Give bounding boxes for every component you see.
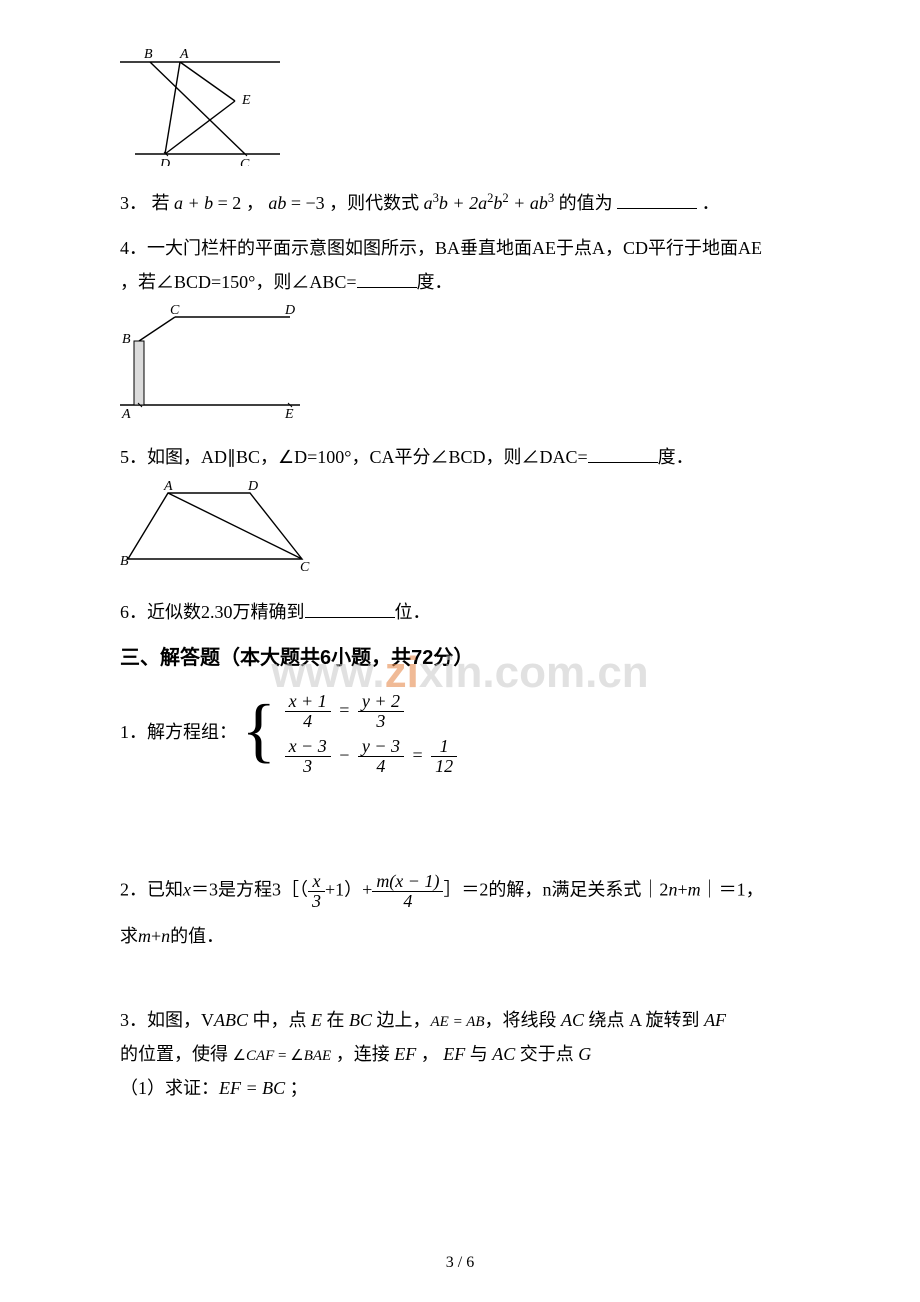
- q4-line1: 一大门栏杆的平面示意图如图所示，BA垂直地面AE于点A，CD平行于地面AE: [147, 238, 762, 258]
- p3-l1c: ，将线段 AC 绕点 A 旋转到 AF: [485, 1010, 727, 1030]
- q5-text-prefix: 如图，AD∥BC，∠D=100°，CA平分∠BCD，则∠DAC=: [147, 447, 588, 467]
- label-D: D: [247, 481, 258, 494]
- p2-number: 2．: [120, 879, 147, 899]
- label-A: A: [179, 47, 189, 62]
- p1-eq1-eq: =: [335, 700, 353, 720]
- p3-number: 3．: [120, 1010, 147, 1030]
- label-A: A: [121, 407, 131, 420]
- q3-number: 3．: [120, 193, 147, 213]
- p3-sub1-eq: EF = BC: [219, 1078, 285, 1098]
- problem-1: 1．解方程组： { x + 14 = y + 23 x − 33 − y − 3…: [120, 686, 800, 782]
- p2-xeq: x＝3: [183, 879, 218, 899]
- p3-l1a: 如图，: [147, 1010, 201, 1030]
- q3-mid1: ，: [246, 193, 269, 213]
- label-C: C: [300, 560, 310, 575]
- p2-line2: 求m+n的值．: [120, 926, 224, 946]
- p3-sub1-label: （1）求证：: [120, 1078, 219, 1098]
- p1-eq2-eq: =: [409, 745, 427, 765]
- section-3-title: 三、解答题（本大题共6小题，共72分）: [120, 640, 800, 676]
- p3-eq2: ∠CAF = ∠BAE: [233, 1048, 332, 1064]
- p1-eq1-rhs-den: 3: [358, 712, 404, 731]
- label-B: B: [144, 47, 153, 62]
- q4-number: 4．: [120, 238, 147, 258]
- p1-label: 解方程组：: [147, 722, 237, 742]
- q3-text-prefix: 若: [152, 193, 175, 213]
- question-6: 6．近似数2.30万精确到 位．: [120, 596, 800, 628]
- triangle-icon: V: [201, 1010, 214, 1030]
- question-5: 5．如图，AD∥BC，∠D=100°，CA平分∠BCD，则∠DAC= 度． A D…: [120, 440, 800, 586]
- q3-suffix: 的值为: [559, 193, 613, 213]
- p1-eq2-a-den: 3: [285, 757, 331, 776]
- q3-mid2: ，则代数式: [329, 193, 424, 213]
- q3-expr1: a + b = 2: [174, 193, 241, 213]
- q4-line2-prefix: ，若∠BCD=150°，则∠ABC=: [120, 272, 357, 292]
- brace-icon: {: [242, 694, 277, 766]
- p2-f1-num: x: [308, 872, 325, 892]
- label-E: E: [241, 93, 251, 108]
- p2-t3: +1）+: [325, 879, 372, 899]
- q3-expr3: a3b + 2a2b2 + ab3: [424, 193, 555, 213]
- q6-blank: [305, 597, 395, 618]
- p1-number: 1．: [120, 722, 147, 742]
- p3-abc: ABC: [214, 1010, 248, 1030]
- p1-eq2-a-num: x − 3: [285, 737, 331, 757]
- p1-eq2-b-num: y − 3: [358, 737, 404, 757]
- label-D: D: [284, 305, 295, 318]
- label-D: D: [159, 157, 170, 166]
- q6-number: 6．: [120, 602, 147, 622]
- label-B: B: [120, 554, 129, 569]
- label-B: B: [122, 332, 131, 347]
- q5-text-suffix: 度．: [658, 447, 694, 467]
- q6-suffix: 位．: [395, 602, 431, 622]
- figure-q5-trapezoid: A D B C: [120, 481, 800, 586]
- q4-line2-suffix: 度．: [417, 272, 453, 292]
- problem-3: 3．如图，VABC 中，点 E 在 BC 边上，AE = AB，将线段 AC 绕…: [120, 1003, 800, 1106]
- p1-eq2-b-den: 4: [358, 757, 404, 776]
- q5-blank: [588, 443, 658, 464]
- q3-blank: [617, 189, 697, 210]
- p2-f2-den: 4: [372, 892, 443, 911]
- p2-t2: 是方程3［（: [218, 879, 308, 899]
- p1-system: x + 14 = y + 23 x − 33 − y − 34 = 112: [285, 686, 458, 782]
- q6-prefix: 近似数2.30万精确到: [147, 602, 305, 622]
- p2-t4: ］＝2的解，: [443, 879, 542, 899]
- p3-l1b: 中，点 E 在 BC 边上，: [248, 1010, 431, 1030]
- q3-end: ．: [702, 193, 720, 213]
- label-E: E: [284, 407, 294, 420]
- q3-expr2: ab = −3: [268, 193, 324, 213]
- label-A: A: [163, 481, 173, 494]
- p1-eq1-lhs-den: 4: [285, 712, 331, 731]
- question-4: 4．一大门栏杆的平面示意图如图所示，BA垂直地面AE于点A，CD平行于地面AE …: [120, 231, 800, 431]
- p2-t1: 已知: [147, 879, 183, 899]
- figure-top-parallel-lines: B A E D C: [120, 46, 800, 176]
- p1-eq1-rhs-num: y + 2: [358, 692, 404, 712]
- p1-eq2-c-num: 1: [431, 737, 457, 757]
- q4-blank: [357, 267, 417, 288]
- problem-2: 2．已知x＝3是方程3［（x3+1）+m(x − 1)4］＝2的解，n满足关系式…: [120, 872, 800, 953]
- figure-q4-gate: C D B A E: [120, 305, 800, 430]
- p1-eq1-lhs-num: x + 1: [285, 692, 331, 712]
- p3-l2b: ，连接 EF ， EF 与 AC 交于点 G: [331, 1044, 591, 1064]
- p1-eq2-c-den: 12: [431, 757, 457, 776]
- q5-number: 5．: [120, 447, 147, 467]
- p1-eq2-minus: −: [335, 745, 353, 765]
- page-number: 3 / 6: [0, 1249, 920, 1278]
- p3-eq1: AE = AB: [431, 1014, 485, 1030]
- label-C: C: [170, 305, 180, 318]
- p2-f2-num: m(x − 1): [372, 872, 443, 892]
- p2-f1-den: 3: [308, 892, 325, 911]
- p2-t5: n满足关系式｜2n+m｜＝1，: [542, 879, 763, 899]
- question-3: 3． 若 a + b = 2 ， ab = −3 ，则代数式 a3b + 2a2…: [120, 186, 800, 220]
- p3-sub1-end: ；: [285, 1078, 308, 1098]
- p3-l2a: 的位置，使得: [120, 1044, 233, 1064]
- label-C: C: [240, 157, 250, 166]
